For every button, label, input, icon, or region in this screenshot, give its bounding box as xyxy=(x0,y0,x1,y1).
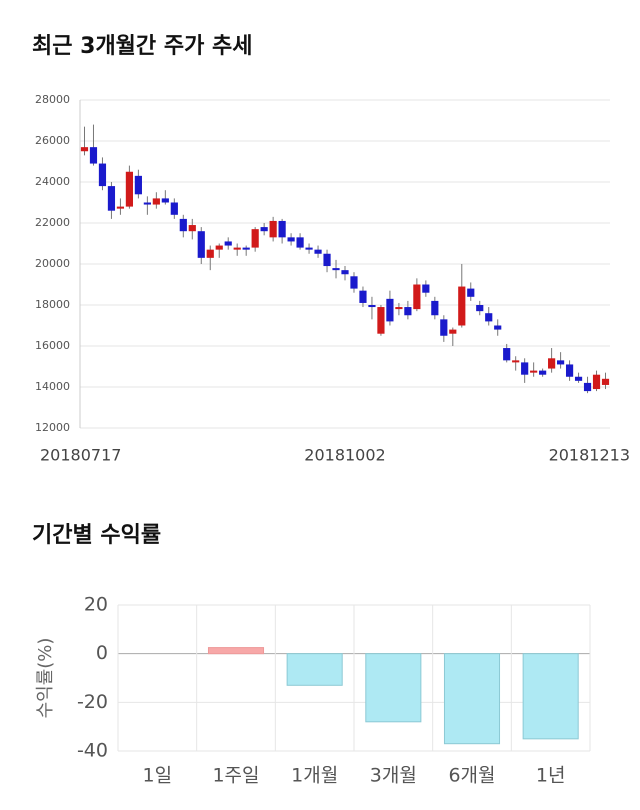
candle-body xyxy=(134,175,142,195)
candle-body xyxy=(503,348,511,361)
candle-body xyxy=(512,360,520,363)
y-axis-label: 수익률(%) xyxy=(35,638,56,719)
candle-body xyxy=(386,298,394,322)
candle-body xyxy=(557,360,565,365)
candle-body xyxy=(422,284,430,293)
candle-body xyxy=(431,300,439,316)
y-tick-label: 22000 xyxy=(35,216,70,229)
candle-body xyxy=(485,313,493,322)
candle-body xyxy=(233,247,241,250)
candle-body xyxy=(179,218,187,232)
candle-body xyxy=(530,370,538,373)
candle-body xyxy=(341,270,349,275)
candle-body xyxy=(521,362,529,375)
candle-body xyxy=(143,202,151,205)
x-tick-label: 1주일 xyxy=(212,765,259,787)
candle-body xyxy=(458,286,466,326)
y-tick-label: 0 xyxy=(96,642,108,664)
candle-body xyxy=(377,307,385,334)
x-tick-label: 20180717 xyxy=(40,446,121,465)
candle-body xyxy=(152,198,160,205)
bar xyxy=(522,653,579,740)
candle-body xyxy=(574,376,583,381)
candle-body xyxy=(251,229,259,248)
candle-body xyxy=(242,247,250,250)
candle-body xyxy=(350,276,358,289)
y-tick-label: 16000 xyxy=(35,339,70,352)
y-tick-label: 20 xyxy=(84,594,108,616)
x-tick-label: 20181213 xyxy=(549,446,630,465)
candle-body xyxy=(548,358,556,369)
candle-body xyxy=(395,307,403,310)
candle-body xyxy=(161,198,169,203)
candle-body xyxy=(601,378,610,385)
candle-body xyxy=(592,374,601,390)
x-tick-label: 1일 xyxy=(143,765,173,787)
candle-body xyxy=(368,305,376,308)
y-tick-label: 26000 xyxy=(35,134,70,147)
candle-body xyxy=(359,290,367,303)
bar xyxy=(443,653,501,745)
y-tick-label: -40 xyxy=(77,740,108,762)
candle-body xyxy=(476,305,484,312)
candle-body xyxy=(440,319,448,336)
x-tick-label: 1개월 xyxy=(291,765,338,787)
candle-body xyxy=(278,220,286,238)
x-tick-label: 1년 xyxy=(536,765,566,787)
candle-body xyxy=(224,241,232,246)
candle-body xyxy=(404,307,412,316)
x-tick-label: 20181002 xyxy=(304,446,385,465)
chart-title: 최근 3개월간 주가 추세 xyxy=(32,34,252,59)
candle-body xyxy=(494,325,502,330)
candle-body xyxy=(323,253,331,267)
y-tick-label: 24000 xyxy=(35,175,70,188)
bar xyxy=(286,653,343,686)
bar xyxy=(365,653,422,723)
candle-body xyxy=(116,206,125,209)
y-tick-label: -20 xyxy=(77,691,108,713)
candle-body xyxy=(269,220,277,238)
candle-body xyxy=(413,284,421,310)
candle-body xyxy=(260,227,268,232)
candle-body xyxy=(125,171,133,207)
y-tick-label: 28000 xyxy=(35,93,70,106)
candle-body xyxy=(206,249,214,258)
chart-title: 기간별 수익률 xyxy=(32,523,161,548)
candle-body xyxy=(98,163,107,187)
candle-body xyxy=(296,237,304,248)
y-tick-label: 18000 xyxy=(35,298,70,311)
bar xyxy=(207,647,265,655)
candle-body xyxy=(80,147,89,152)
candle-body xyxy=(332,268,340,271)
candle-body xyxy=(314,249,322,254)
candle-body xyxy=(565,364,574,377)
candle-body xyxy=(107,186,116,211)
y-tick-label: 12000 xyxy=(35,421,70,434)
candle-body xyxy=(170,202,178,215)
candle-body xyxy=(197,231,205,258)
candle-body xyxy=(539,370,547,375)
x-tick-label: 3개월 xyxy=(370,765,417,787)
candle-body xyxy=(449,329,457,334)
candle-body xyxy=(215,245,223,250)
candle-body xyxy=(305,247,313,250)
candle-body xyxy=(583,382,592,392)
y-tick-label: 20000 xyxy=(35,257,70,270)
y-tick-label: 14000 xyxy=(35,380,70,393)
candle-body xyxy=(467,288,475,297)
candle-body xyxy=(89,147,98,164)
candle-body xyxy=(287,237,295,242)
x-tick-label: 6개월 xyxy=(448,765,495,787)
candle-body xyxy=(188,225,196,232)
